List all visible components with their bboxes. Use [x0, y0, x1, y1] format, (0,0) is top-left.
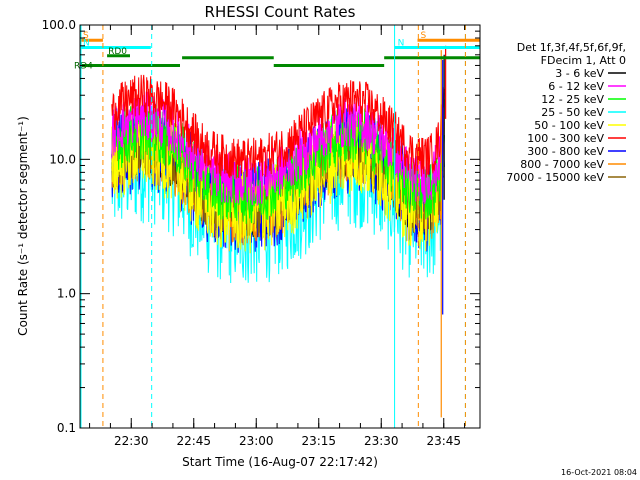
state-bar-label: RD0: [108, 47, 127, 57]
legend-entry-label: 7000 - 15000 keV: [506, 171, 604, 184]
legend-entry-label: 100 - 300 keV: [527, 132, 604, 145]
y-axis-label: Count Rate (s⁻¹ detector segment⁻¹): [16, 116, 30, 336]
plot-frame: [79, 24, 481, 429]
legend-entry-label: 25 - 50 keV: [541, 106, 604, 119]
legend-entry-label: 12 - 25 keV: [541, 93, 604, 106]
x-tick-label: 23:45: [426, 434, 461, 448]
legend-entry-label: 800 - 7000 keV: [520, 158, 604, 171]
legend-entry-label: 6 - 12 keV: [548, 80, 604, 93]
state-bar-label: N: [398, 38, 405, 48]
x-tick-label: 22:45: [176, 434, 211, 448]
y-tick-label: 1.0: [57, 287, 76, 301]
series-line-6-12-kev: [111, 91, 445, 206]
y-tick-label: 100.0: [42, 18, 76, 32]
plot-traces: [111, 45, 447, 418]
x-tick-label: 22:30: [114, 434, 149, 448]
legend-entry-label: 300 - 800 keV: [527, 145, 604, 158]
x-tick-label: 23:30: [364, 434, 399, 448]
y-axis-ticks: 0.1 1.0 10.0 100.0: [42, 18, 480, 435]
legend-entry-label: 3 - 6 keV: [555, 67, 604, 80]
chart-title: RHESSI Count Rates: [205, 3, 356, 21]
y-tick-label: 0.1: [57, 421, 76, 435]
x-axis-ticks: 22:30 22:45 23:00 23:15 23:30 23:45: [89, 25, 466, 448]
legend-entry-label: 50 - 100 keV: [534, 119, 604, 132]
state-change-lines: [80, 25, 466, 428]
x-tick-label: 23:15: [301, 434, 336, 448]
x-tick-label: 23:00: [239, 434, 274, 448]
state-bar-label: S: [83, 31, 89, 41]
series-line-100-300-kev: [111, 74, 445, 179]
state-bar-label: RD4: [74, 61, 93, 71]
x-axis-label: Start Time (16-Aug-07 22:17:42): [182, 455, 378, 469]
legend: Det 1f,3f,4f,5f,6f,9f, FDecim 1, Att 0 3…: [506, 41, 626, 184]
state-bar-label: N: [83, 38, 90, 48]
state-bar-label: S: [421, 31, 427, 41]
legend-header-line-2: FDecim 1, Att 0: [541, 54, 626, 67]
y-tick-label: 10.0: [49, 152, 76, 166]
legend-header-line-1: Det 1f,3f,4f,5f,6f,9f,: [517, 41, 626, 54]
footer-timestamp: 16-Oct-2021 08:04: [561, 468, 637, 477]
